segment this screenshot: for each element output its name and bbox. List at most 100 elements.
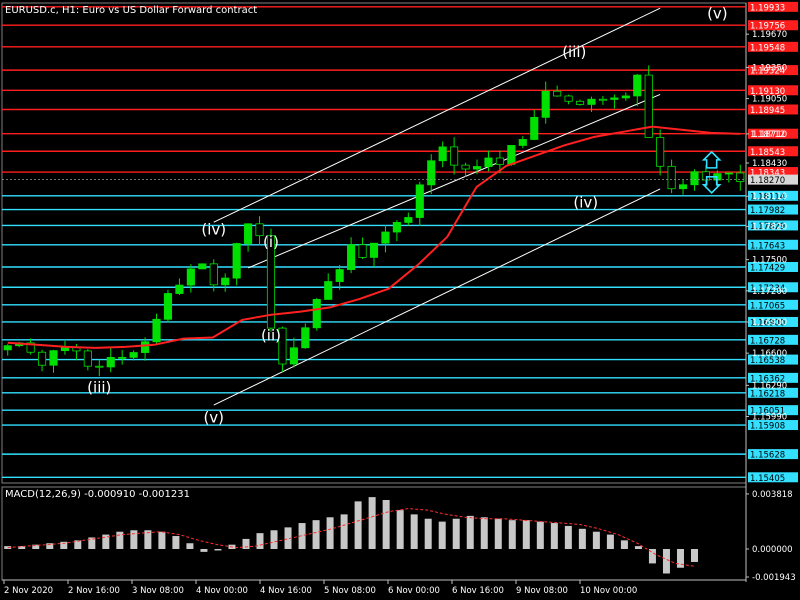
candle-body <box>266 235 276 329</box>
candle-body <box>541 90 550 118</box>
resistance-level-tag <box>748 65 798 76</box>
support-level-label: 1.17829 <box>750 222 785 232</box>
candle-body <box>518 139 527 146</box>
price-axis-tick-label: 1.16900 <box>752 318 787 328</box>
resistance-level-tag <box>748 85 798 96</box>
candle-body <box>633 74 642 97</box>
resistance-level-label: 1.19130 <box>750 87 785 97</box>
elliott-wave-label: (iv) <box>573 194 598 212</box>
elliott-wave-label: (iv) <box>201 221 226 239</box>
candle-body <box>209 263 218 286</box>
moving-average-line <box>7 125 741 349</box>
time-axis-tick-label: 2 Nov 16:00 <box>68 586 120 596</box>
resistance-level-label: 1.18343 <box>750 169 785 179</box>
candle-body <box>95 365 104 368</box>
time-axis-tick-label: 3 Nov 08:00 <box>132 586 184 596</box>
channel-middle-line <box>247 93 661 269</box>
support-level-tag <box>748 354 798 365</box>
resistance-level-tag <box>748 1 798 12</box>
candle-body <box>335 269 344 282</box>
candle-body <box>358 244 367 258</box>
candle-body <box>472 166 482 170</box>
support-level-label: 1.16728 <box>750 336 785 346</box>
down-arrow-icon <box>701 176 722 194</box>
candle-body <box>232 243 241 279</box>
candle-body <box>312 299 321 329</box>
candle-body <box>392 222 401 233</box>
candle-body <box>347 244 356 270</box>
support-level-tag <box>748 372 798 383</box>
candle-body <box>656 137 665 167</box>
price-axis-tick-label: 1.16600 <box>752 349 787 359</box>
time-axis-tick-label: 4 Nov 00:00 <box>196 586 248 596</box>
elliott-wave-label: (i) <box>263 233 279 251</box>
candle-body <box>198 263 207 270</box>
price-axis-tick-label: 1.18710 <box>752 130 787 140</box>
support-level-tag <box>748 449 798 460</box>
current-price-label: 1.18270 <box>750 176 785 186</box>
support-level-label: 1.16900 <box>750 318 785 328</box>
time-axis-tick-label: 9 Nov 08:00 <box>516 586 568 596</box>
candle-body <box>3 345 12 351</box>
candle-body <box>587 98 596 105</box>
candle-body <box>610 97 619 100</box>
support-level-tag <box>748 334 798 345</box>
candle-body <box>141 341 150 353</box>
candle-body <box>129 352 138 358</box>
candle-body <box>553 90 562 97</box>
support-level-label: 1.15405 <box>750 474 785 484</box>
chart-title: EURUSD.c, H1: Euro vs US Dollar Forward … <box>5 5 257 16</box>
candle-body <box>575 100 585 105</box>
support-level-tag <box>748 299 798 310</box>
channel-lower-line <box>213 188 661 406</box>
resistance-level-tag <box>748 146 798 157</box>
candle-body <box>667 165 676 190</box>
price-axis-tick-label: 1.19350 <box>752 63 787 73</box>
support-level-label: 1.16538 <box>750 356 785 366</box>
time-axis-tick-label: 6 Nov 00:00 <box>388 586 440 596</box>
macd-title: MACD(12,26,9) -0.000910 -0.001231 <box>5 489 190 500</box>
support-level-label: 1.17065 <box>750 301 785 311</box>
candle-body <box>152 318 161 343</box>
candle-body <box>736 172 745 182</box>
support-level-label: 1.18114 <box>750 192 785 202</box>
candle-body <box>244 223 253 244</box>
resistance-level-label: 1.19756 <box>750 22 785 32</box>
candle-body <box>118 356 127 359</box>
price-axis-tick-label: 1.17200 <box>752 287 787 297</box>
time-axis-tick-label: 2 Nov 2020 <box>4 586 53 596</box>
candle-body <box>83 350 92 367</box>
time-axis-tick-label: 4 Nov 16:00 <box>260 586 312 596</box>
candle-body <box>530 116 539 140</box>
time-axis-tick-label: 10 Nov 00:00 <box>580 586 637 596</box>
price-axis-tick-label: 1.19670 <box>752 30 787 40</box>
candle-body <box>221 277 230 286</box>
macd-signal-line <box>7 508 695 567</box>
candle-body <box>381 231 390 244</box>
support-level-label: 1.17643 <box>750 241 785 251</box>
resistance-level-label: 1.18543 <box>750 148 785 158</box>
candle-body <box>690 171 699 186</box>
candle-body <box>289 347 298 365</box>
support-level-tag <box>748 316 798 327</box>
elliott-wave-label: (iii) <box>87 379 111 397</box>
candle-body <box>255 223 264 237</box>
price-axis-tick-label: 1.18110 <box>752 192 787 202</box>
support-level-tag <box>748 190 798 201</box>
candle-body <box>49 350 58 366</box>
candle-body <box>369 242 379 258</box>
candle-body <box>278 327 287 365</box>
support-level-tag <box>748 405 798 416</box>
candle-body <box>450 146 459 166</box>
support-level-label: 1.16051 <box>750 407 785 417</box>
candle-body <box>438 146 447 162</box>
resistance-level-label: 1.19324 <box>750 67 785 77</box>
price-axis-tick-label: 1.19050 <box>752 95 787 105</box>
support-level-tag <box>748 262 798 272</box>
candle-body <box>644 74 653 138</box>
macd-axis-tick-label: -0.001943 <box>752 573 796 583</box>
candle-body <box>37 351 47 366</box>
price-axis-tick-label: 1.15990 <box>752 413 787 423</box>
